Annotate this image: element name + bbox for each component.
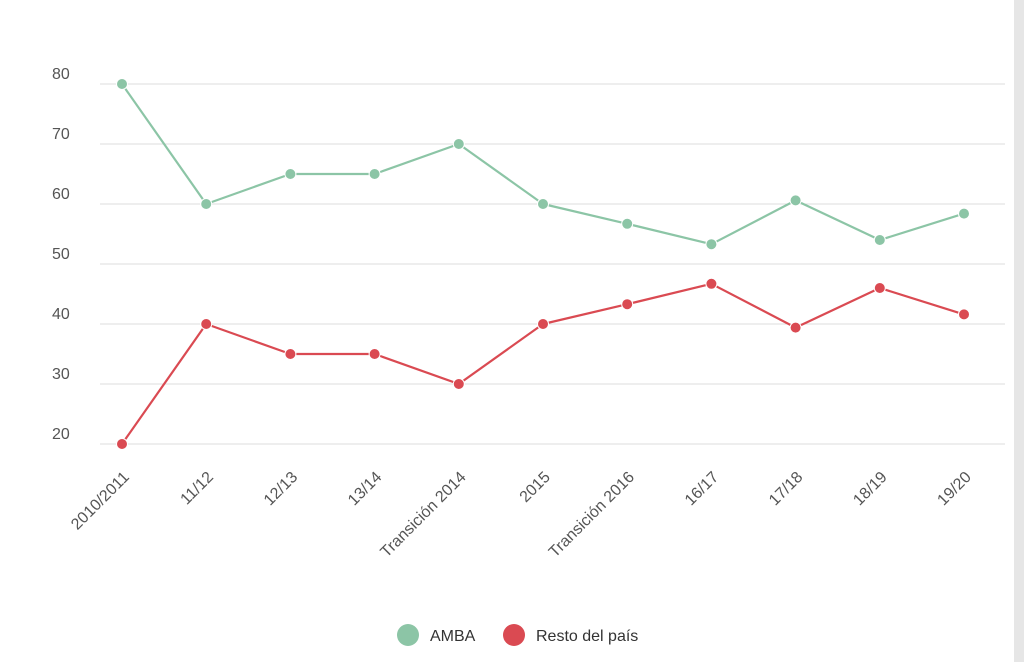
data-point[interactable] [537,198,549,210]
legend-marker[interactable] [397,624,419,646]
data-point[interactable] [705,277,718,290]
y-tick-label: 80 [52,66,70,83]
y-tick-label: 50 [52,246,70,263]
data-point[interactable] [873,282,886,294]
data-point[interactable] [958,308,970,321]
x-tick-label: 17/18 [766,469,806,509]
legend-label[interactable]: AMBA [430,628,476,645]
data-point[interactable] [200,198,213,210]
x-tick-label: 2015 [517,469,554,506]
data-point[interactable] [368,348,381,360]
y-axis: 20 30 40 50 60 70 80 [52,66,70,443]
data-point[interactable] [116,78,128,90]
data-point[interactable] [284,168,297,180]
data-point[interactable] [789,194,802,207]
series-line-1 [121,282,965,445]
data-point[interactable] [200,318,213,330]
series-line-0 [121,83,965,246]
data-point[interactable] [621,298,634,311]
y-tick-label: 30 [52,366,70,383]
x-tick-label: 16/17 [682,469,722,509]
y-tick-label: 70 [52,126,70,143]
legend-label[interactable]: Resto del país [536,628,638,645]
y-tick-label: 60 [52,186,70,203]
y-tick-label: 40 [52,306,70,323]
data-point[interactable] [621,217,634,230]
x-tick-label: 13/14 [345,469,385,509]
y-tick-label: 20 [52,426,70,443]
data-point[interactable] [368,168,381,180]
legend-marker[interactable] [503,624,525,646]
data-point[interactable] [705,238,718,251]
x-tick-label: 18/19 [850,469,890,509]
x-tick-label: 11/12 [178,469,218,509]
x-tick-label: 2010/2011 [68,469,133,534]
legend[interactable]: AMBA Resto del país [397,624,638,646]
data-point[interactable] [116,438,128,450]
data-point[interactable] [958,207,970,220]
gridlines [100,83,1005,445]
right-edge-strip [1014,0,1024,662]
x-tick-label: 19/20 [934,469,974,509]
data-point[interactable] [452,138,465,150]
series-layer [116,78,970,450]
data-point[interactable] [452,378,465,390]
data-point[interactable] [789,321,802,334]
x-tick-label: Transición 2014 [378,469,470,561]
data-point[interactable] [873,234,886,246]
data-point[interactable] [284,348,297,360]
x-tick-label: Transición 2016 [546,469,638,561]
data-point[interactable] [537,318,549,330]
x-tick-label: 12/13 [261,469,301,509]
